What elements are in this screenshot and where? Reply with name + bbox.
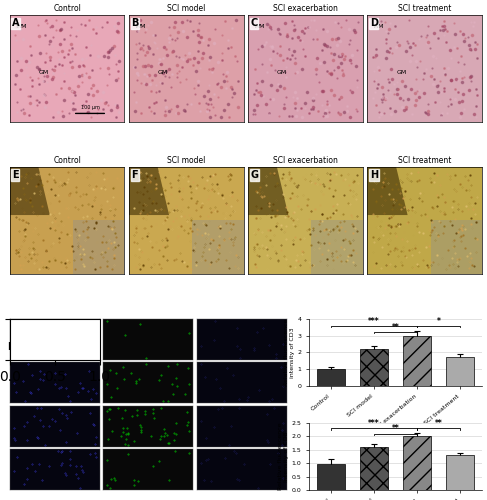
Text: SCI model: SCI model: [167, 156, 206, 165]
Polygon shape: [192, 220, 244, 274]
Text: SCI exacerbation: SCI exacerbation: [273, 4, 338, 13]
Polygon shape: [311, 220, 363, 274]
Text: C: C: [250, 18, 258, 28]
Text: WM: WM: [135, 24, 146, 29]
Text: Control: Control: [53, 156, 81, 165]
Polygon shape: [248, 167, 288, 215]
Polygon shape: [129, 167, 169, 215]
Text: *: *: [437, 317, 441, 326]
Text: G: G: [250, 170, 259, 180]
Bar: [403, 436, 431, 490]
Polygon shape: [73, 220, 124, 274]
Text: D: D: [370, 18, 378, 28]
Text: 100 μm: 100 μm: [80, 105, 99, 110]
Text: **: **: [392, 323, 399, 332]
Y-axis label: Relative fluorescence
intensity of CD3: Relative fluorescence intensity of CD3: [284, 318, 295, 386]
Text: WM: WM: [373, 24, 385, 29]
Text: **: **: [435, 418, 443, 428]
Text: B: B: [131, 18, 139, 28]
Text: ***: ***: [368, 418, 380, 428]
Text: **: **: [392, 424, 399, 433]
Text: Control: Control: [53, 4, 81, 13]
Text: SCI treatment: SCI treatment: [398, 156, 451, 165]
Polygon shape: [368, 167, 408, 215]
Polygon shape: [431, 220, 482, 274]
Text: H: H: [370, 170, 378, 180]
Text: GM: GM: [38, 70, 49, 75]
Text: F: F: [131, 170, 138, 180]
Bar: [446, 455, 474, 490]
Text: A: A: [12, 18, 19, 28]
Bar: [317, 464, 345, 490]
Text: SCI exacerbation: SCI exacerbation: [273, 156, 338, 165]
Bar: [360, 349, 388, 386]
Text: SCI treatment: SCI treatment: [398, 4, 451, 13]
Y-axis label: Relative fluorescence
intensity of CD8: Relative fluorescence intensity of CD8: [278, 422, 289, 490]
Text: ***: ***: [368, 317, 380, 326]
Text: GM: GM: [158, 70, 168, 75]
Text: GM: GM: [277, 70, 287, 75]
Text: WM: WM: [254, 24, 265, 29]
Text: 100 μm: 100 μm: [60, 348, 76, 352]
Bar: [360, 447, 388, 490]
Text: GM: GM: [396, 70, 406, 75]
Text: SCI model: SCI model: [167, 4, 206, 13]
Text: WM: WM: [16, 24, 27, 29]
Bar: [446, 358, 474, 386]
Bar: [403, 336, 431, 386]
Polygon shape: [10, 167, 50, 215]
Bar: [317, 369, 345, 386]
Text: I: I: [7, 342, 11, 352]
Text: E: E: [12, 170, 19, 180]
